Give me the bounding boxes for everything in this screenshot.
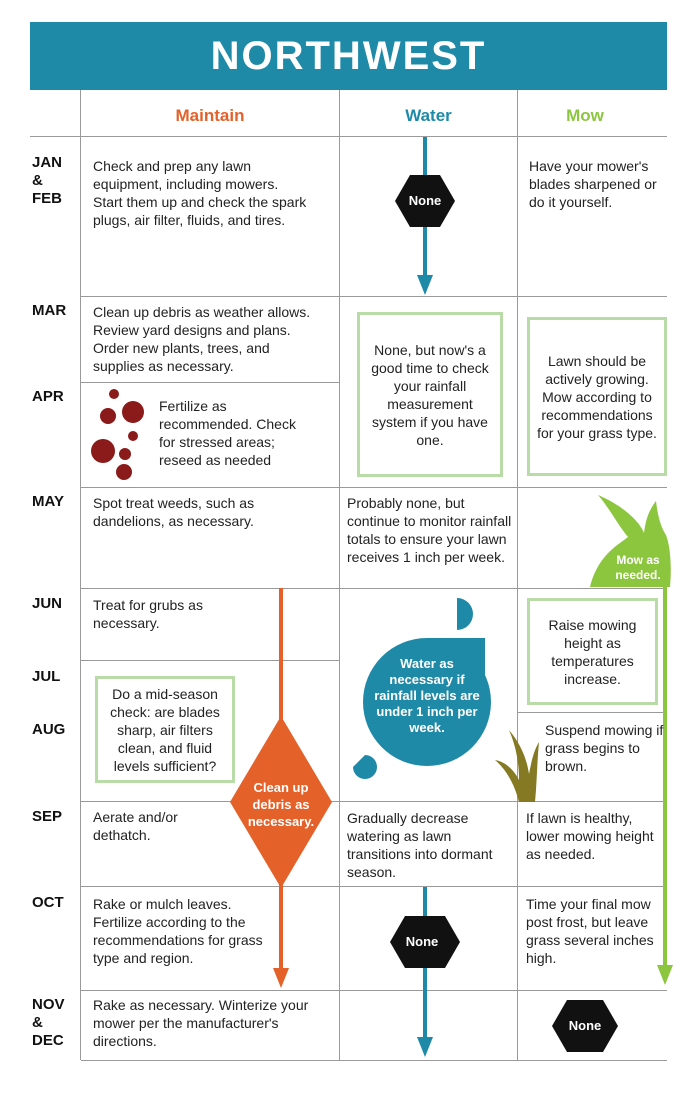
hexagon-icon — [390, 916, 460, 968]
maintain-jun: Treat for grubs as necessary. — [93, 597, 203, 631]
grid-line — [81, 801, 667, 802]
month-janfeb: JAN & FEB — [32, 154, 63, 207]
mow-novdec: None — [568, 1018, 602, 1033]
header-mow: Mow — [566, 106, 604, 125]
mow-junjul-box: Raise mowing height as temperatures incr… — [527, 598, 658, 705]
water-arrow-1 — [395, 137, 455, 295]
mow-sep: If lawn is healthy, lower mowing height … — [526, 810, 654, 862]
grid-line — [81, 588, 667, 589]
maintain-oct: Rake or mulch leaves. Fertilize accordin… — [93, 896, 263, 966]
month-may: MAY — [32, 493, 64, 510]
grid-line — [81, 886, 667, 887]
maintain-arrow — [230, 588, 332, 988]
month-apr: APR — [32, 388, 64, 405]
grid-line — [81, 296, 667, 297]
mow-marapr-box: Lawn should be actively growing. Mow acc… — [527, 317, 667, 476]
header-water: Water — [405, 106, 452, 125]
grid-line — [81, 990, 667, 991]
water-summer: Water as necessary if rainfall levels ar… — [374, 656, 480, 735]
mow-janfeb: Have your mower's blades sharpened or do… — [529, 158, 657, 210]
month-sep: SEP — [32, 808, 63, 825]
maintain-cleanup-label: Clean up debris as necessary. — [247, 780, 315, 829]
maintain-mar: Clean up debris as weather allows. Revie… — [93, 304, 311, 374]
month-jul: JUL — [32, 668, 61, 685]
water-oct: None — [405, 934, 439, 949]
grid-line — [81, 487, 667, 488]
mow-arrow — [590, 495, 673, 985]
blob-icon — [353, 598, 491, 779]
mow-aug: Suspend mowing if grass begins to brown. — [545, 722, 664, 774]
water-janfeb: None — [408, 193, 442, 208]
grid-line — [81, 1060, 667, 1061]
month-novdec: NOV & DEC — [32, 996, 65, 1049]
water-may: Probably none, but continue to monitor r… — [347, 495, 512, 565]
grass-icon — [495, 730, 539, 802]
maintain-apr: Fertilize as recommended. Check for stre… — [159, 398, 296, 468]
grid-line — [517, 90, 518, 1060]
maintain-sep: Aerate and/or dethatch. — [93, 809, 178, 843]
down-arrow-icon — [417, 1037, 433, 1057]
page-title: NORTHWEST — [30, 22, 667, 90]
grid-line — [81, 382, 339, 383]
grid-line — [339, 90, 340, 1060]
dots-icon — [91, 389, 144, 480]
month-mar: MAR — [32, 302, 67, 319]
down-arrow-icon — [273, 968, 289, 988]
grid-line — [80, 90, 81, 1060]
mow-oct: Time your final mow post frost, but leav… — [526, 896, 654, 966]
month-aug: AUG — [32, 721, 66, 738]
diamond-icon — [230, 716, 332, 888]
maintain-novdec: Rake as necessary. Winterize your mower … — [93, 997, 309, 1049]
down-arrow-icon — [417, 275, 433, 295]
grid-line — [30, 136, 667, 137]
header-maintain: Maintain — [175, 106, 245, 125]
mow-may: Mow as needed. — [615, 553, 661, 582]
month-jun: JUN — [32, 595, 63, 612]
down-arrow-icon — [657, 965, 673, 985]
grid-line — [518, 712, 667, 713]
maintain-may: Spot treat weeds, such as dandelions, as… — [93, 495, 255, 529]
maintain-janfeb: Check and prep any lawn equipment, inclu… — [93, 158, 307, 228]
water-arrow-2 — [390, 887, 460, 1057]
month-oct: OCT — [32, 894, 64, 911]
water-sep: Gradually decrease watering as lawn tran… — [347, 810, 493, 880]
hexagon-icon — [395, 175, 455, 227]
grass-icon — [590, 495, 671, 587]
water-marapr-box: None, but now's a good time to check you… — [357, 312, 503, 477]
hexagon-icon — [552, 1000, 618, 1052]
maintain-julaug-box: Do a mid-season check: are blades sharp,… — [95, 676, 235, 783]
grid-line — [81, 660, 339, 661]
